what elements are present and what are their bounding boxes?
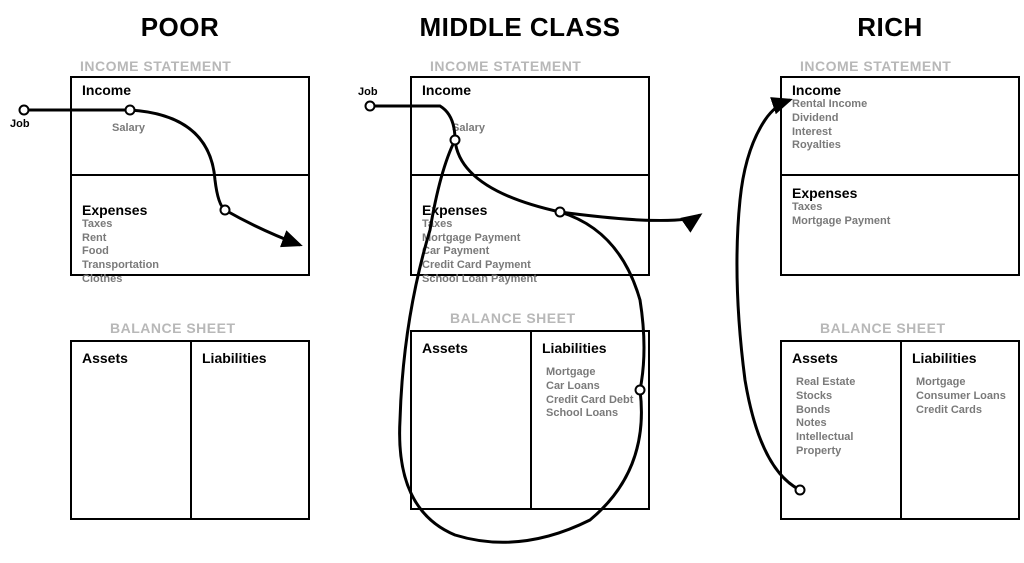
assets-liabilities-divider-poor: [190, 342, 192, 518]
income-statement-label-poor: INCOME STATEMENT: [80, 58, 231, 74]
assets-title-poor: Assets: [82, 350, 128, 366]
income-statement-label-middle: INCOME STATEMENT: [430, 58, 581, 74]
liability-item: School Loans: [546, 407, 633, 421]
column-title-middle: MIDDLE CLASS: [380, 12, 660, 43]
liabilities-items-middle: Mortgage Car Loans Credit Card Debt Scho…: [536, 366, 643, 425]
expense-item: Mortgage Payment: [422, 232, 638, 246]
liability-item: Mortgage: [916, 376, 1006, 390]
balance-sheet-box-rich: Assets Liabilities Real Estate Stocks Bo…: [780, 340, 1020, 520]
asset-item: Intellectual: [796, 431, 855, 445]
income-statement-box-middle: Income Salary Expenses Taxes Mortgage Pa…: [410, 76, 650, 276]
income-statement-box-rich: Income Rental Income Dividend Interest R…: [780, 76, 1020, 276]
liability-item: Mortgage: [546, 366, 633, 380]
assets-title-rich: Assets: [792, 350, 838, 366]
liability-item: Credit Card Debt: [546, 394, 633, 408]
column-title-poor: POOR: [40, 12, 320, 43]
expenses-section-title-middle: Expenses: [412, 198, 648, 218]
income-section-title-poor: Income: [72, 78, 308, 98]
expense-item: Mortgage Payment: [792, 215, 1008, 229]
expense-item: Credit Card Payment: [422, 259, 638, 273]
income-expense-divider-poor: [72, 174, 308, 176]
balance-sheet-box-middle: Assets Liabilities Mortgage Car Loans Cr…: [410, 330, 650, 510]
income-expense-divider-rich: [782, 174, 1018, 176]
assets-items-rich: Real Estate Stocks Bonds Notes Intellect…: [786, 376, 865, 463]
assets-liabilities-divider-rich: [900, 342, 902, 518]
expense-item: Taxes: [82, 218, 298, 232]
balance-sheet-box-poor: Assets Liabilities: [70, 340, 310, 520]
income-item: Dividend: [792, 112, 1008, 126]
income-items-rich: Rental Income Dividend Interest Royaltie…: [782, 98, 1018, 157]
expense-items-rich: Taxes Mortgage Payment: [782, 201, 1018, 233]
expense-item: Taxes: [792, 201, 1008, 215]
income-section-title-middle: Income: [412, 78, 648, 98]
income-section-title-rich: Income: [782, 78, 1018, 98]
expense-item: Taxes: [422, 218, 638, 232]
job-label-poor: Job: [10, 118, 30, 130]
liability-item: Car Loans: [546, 380, 633, 394]
liabilities-title-rich: Liabilities: [912, 350, 977, 366]
income-item: Interest: [792, 126, 1008, 140]
income-statement-box-poor: Income Salary Expenses Taxes Rent Food T…: [70, 76, 310, 276]
income-items-poor: Salary: [72, 98, 308, 140]
expense-item: Car Payment: [422, 245, 638, 259]
balance-sheet-label-rich: BALANCE SHEET: [820, 320, 946, 336]
income-item: Salary: [452, 122, 638, 136]
liability-item: Credit Cards: [916, 404, 1006, 418]
expenses-section-title-poor: Expenses: [72, 198, 308, 218]
income-item: Rental Income: [792, 98, 1008, 112]
income-items-middle: Salary: [412, 98, 648, 140]
assets-title-middle: Assets: [422, 340, 468, 356]
flow-marker: [366, 102, 375, 111]
assets-liabilities-divider-middle: [530, 332, 532, 508]
expense-item: Transportation: [82, 259, 298, 273]
asset-item: Bonds: [796, 404, 855, 418]
column-title-rich: RICH: [750, 12, 1024, 43]
liability-item: Consumer Loans: [916, 390, 1006, 404]
balance-sheet-label-poor: BALANCE SHEET: [110, 320, 236, 336]
expense-item: School Loan Payment: [422, 273, 638, 287]
income-item: Salary: [112, 122, 298, 136]
expense-item: Food: [82, 245, 298, 259]
expenses-section-title-rich: Expenses: [782, 181, 1018, 201]
income-statement-label-rich: INCOME STATEMENT: [800, 58, 951, 74]
expense-items-middle: Taxes Mortgage Payment Car Payment Credi…: [412, 218, 648, 291]
liabilities-items-rich: Mortgage Consumer Loans Credit Cards: [906, 376, 1016, 421]
liabilities-title-middle: Liabilities: [542, 340, 607, 356]
expense-item: Rent: [82, 232, 298, 246]
job-label-middle: Job: [358, 86, 378, 98]
asset-item: Property: [796, 445, 855, 459]
income-item: Royalties: [792, 139, 1008, 153]
expense-item: Clothes: [82, 273, 298, 287]
balance-sheet-label-middle: BALANCE SHEET: [450, 310, 576, 326]
asset-item: Real Estate: [796, 376, 855, 390]
asset-item: Notes: [796, 417, 855, 431]
asset-item: Stocks: [796, 390, 855, 404]
expense-items-poor: Taxes Rent Food Transportation Clothes: [72, 218, 308, 291]
liabilities-title-poor: Liabilities: [202, 350, 267, 366]
flow-marker: [20, 106, 29, 115]
income-expense-divider-middle: [412, 174, 648, 176]
